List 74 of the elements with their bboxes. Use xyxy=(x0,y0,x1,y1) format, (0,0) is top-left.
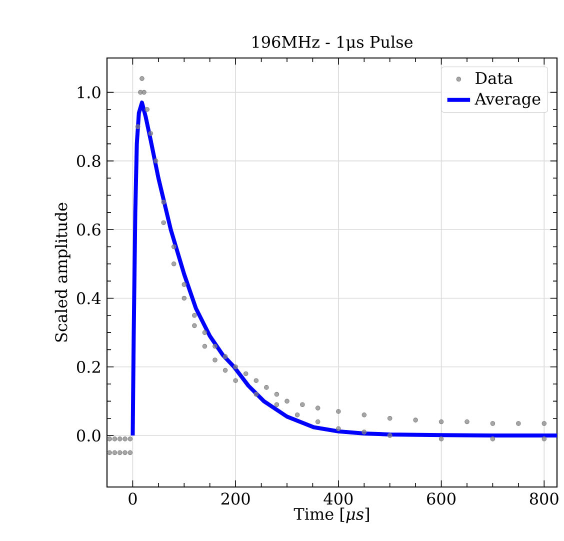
point xyxy=(387,433,392,438)
point xyxy=(161,200,166,205)
point xyxy=(490,436,496,442)
chart-title: 196MHz - 1μs Pulse xyxy=(252,36,412,52)
point xyxy=(254,392,259,397)
point xyxy=(128,450,133,456)
y-axis-title: Scaled amplitude xyxy=(54,202,70,342)
point xyxy=(212,344,218,349)
x-tick-label: 200 xyxy=(221,492,250,505)
point xyxy=(202,330,208,335)
point xyxy=(233,378,238,383)
point xyxy=(254,378,259,383)
x-tick-label: 0 xyxy=(128,492,137,505)
point xyxy=(202,344,208,349)
legend-label: Data xyxy=(476,72,513,84)
point xyxy=(117,450,122,456)
point xyxy=(542,421,547,426)
point xyxy=(112,450,118,456)
x-tick-label: 400 xyxy=(324,492,353,505)
point xyxy=(171,262,176,266)
point xyxy=(274,402,280,408)
point xyxy=(264,385,269,390)
point xyxy=(516,421,521,426)
point xyxy=(438,436,444,442)
legend-label: Average xyxy=(474,92,540,108)
point xyxy=(315,406,320,410)
point xyxy=(171,244,176,250)
y-tick-label: 0.6 xyxy=(77,224,100,236)
point xyxy=(140,76,144,81)
point xyxy=(284,398,290,404)
point xyxy=(192,323,197,328)
point xyxy=(182,282,187,287)
point xyxy=(135,124,140,130)
point xyxy=(144,107,150,112)
point xyxy=(182,296,187,301)
point xyxy=(233,364,238,370)
point xyxy=(274,392,280,397)
point xyxy=(112,436,118,442)
point xyxy=(192,312,197,318)
point xyxy=(117,436,122,442)
point xyxy=(294,412,300,418)
x-axis-title: Time [μs] xyxy=(294,508,369,524)
y-tick-label: 0.4 xyxy=(77,292,101,304)
y-tick-label: 0.0 xyxy=(77,429,100,442)
point xyxy=(336,426,341,432)
point xyxy=(336,409,341,414)
point xyxy=(542,436,547,442)
point xyxy=(107,450,112,456)
x-tick-label: 800 xyxy=(530,492,558,505)
point xyxy=(222,354,228,359)
point xyxy=(212,358,218,362)
point xyxy=(243,371,248,376)
point xyxy=(161,220,166,226)
x-tick-label: 600 xyxy=(427,492,456,505)
point xyxy=(128,436,133,442)
y-tick-label: 1.0 xyxy=(78,86,100,98)
y-tick-label: 0.2 xyxy=(77,360,100,373)
point xyxy=(222,368,228,373)
point xyxy=(122,436,128,442)
point xyxy=(387,416,392,421)
point xyxy=(438,419,444,424)
point xyxy=(153,158,158,164)
point xyxy=(122,450,128,456)
point xyxy=(362,430,367,434)
point xyxy=(464,419,470,424)
point xyxy=(148,131,154,136)
point xyxy=(490,421,496,426)
point xyxy=(142,90,146,95)
point xyxy=(362,412,367,418)
point xyxy=(300,402,305,408)
point xyxy=(107,436,112,442)
y-tick-label: 0.8 xyxy=(77,154,100,167)
point xyxy=(413,418,418,422)
point xyxy=(315,419,320,424)
